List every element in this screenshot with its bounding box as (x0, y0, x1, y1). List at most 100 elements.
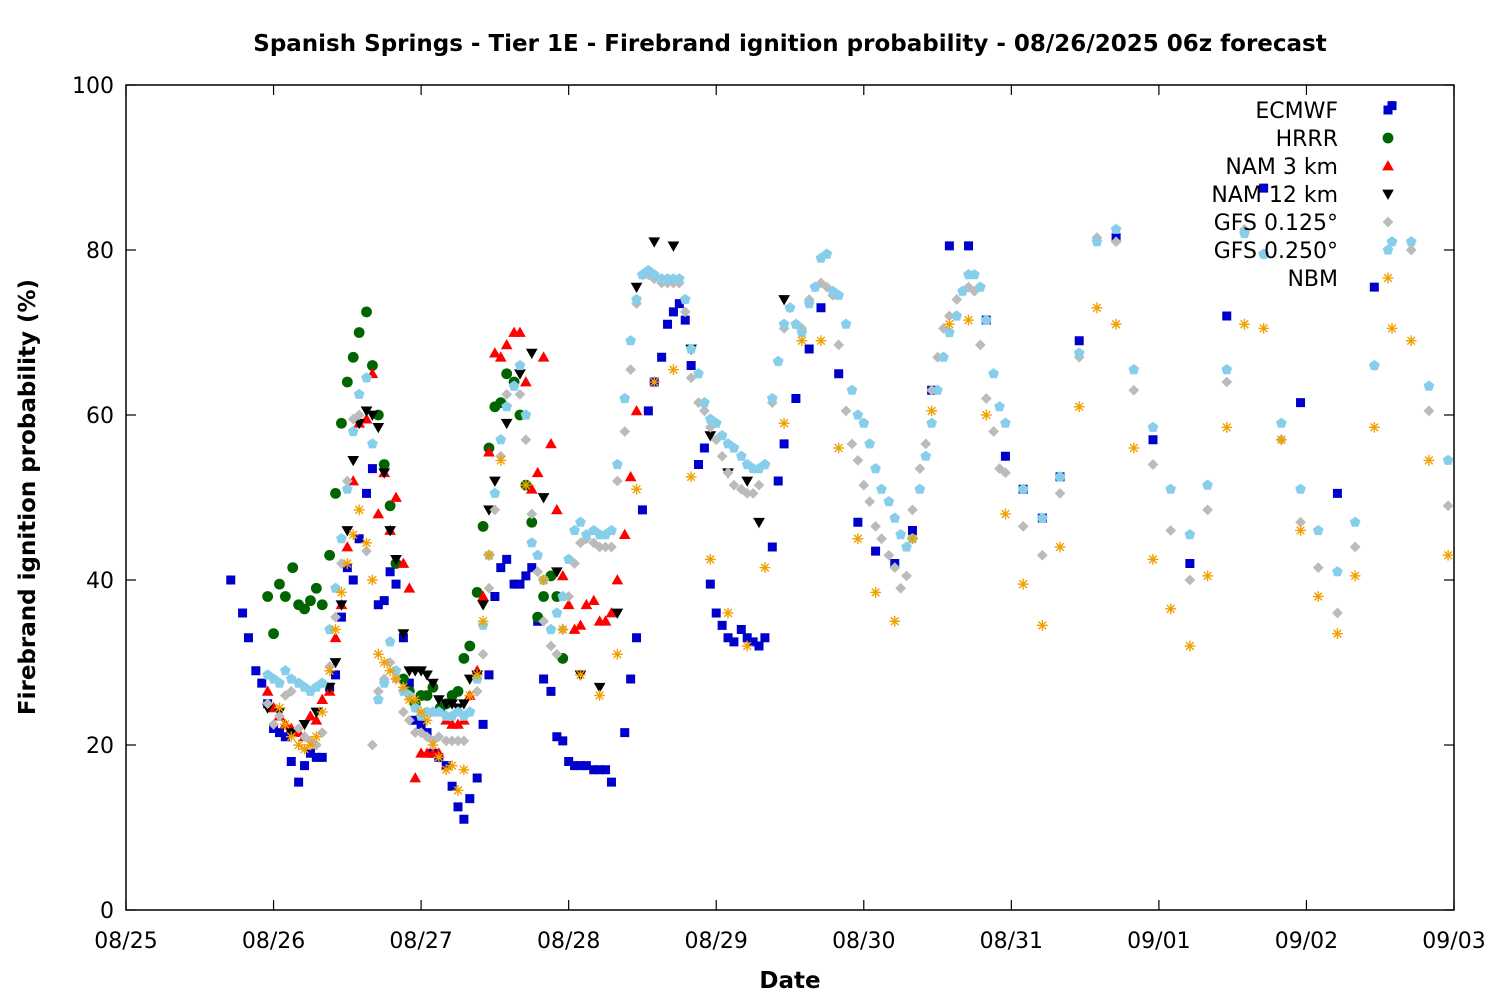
data-point (668, 364, 679, 376)
data-point (501, 368, 513, 380)
data-point (773, 476, 783, 486)
data-point (1386, 322, 1398, 334)
data-point (568, 623, 581, 634)
x-tick-label: 08/25 (94, 929, 157, 954)
data-point (526, 508, 538, 520)
data-point (421, 670, 433, 681)
legend-label: GFS 0.125° (1214, 211, 1338, 236)
data-point (398, 706, 409, 718)
data-point (926, 417, 937, 428)
data-point (397, 629, 410, 640)
data-point (520, 434, 532, 446)
data-point (361, 372, 372, 383)
data-point (348, 575, 358, 585)
data-point (520, 376, 532, 387)
data-point (552, 732, 562, 742)
data-point (427, 739, 439, 751)
data-point (852, 533, 864, 545)
data-point (938, 322, 949, 334)
data-point (459, 814, 469, 824)
x-tick-label: 08/27 (389, 929, 452, 954)
data-point (766, 392, 778, 404)
data-point (1147, 421, 1159, 432)
data-point (367, 739, 378, 751)
data-point (378, 459, 390, 470)
data-point (564, 757, 574, 766)
data-point (489, 504, 501, 516)
data-point (1110, 236, 1122, 248)
data-point (741, 476, 754, 487)
data-point (532, 549, 543, 560)
data-point (310, 731, 322, 743)
data-point (409, 727, 421, 739)
data-point (403, 582, 416, 593)
data-point (261, 685, 274, 696)
data-point (489, 347, 501, 358)
data-point (889, 615, 901, 627)
data-point (478, 719, 488, 729)
data-point (595, 765, 605, 775)
data-point (372, 422, 385, 434)
data-point (268, 718, 279, 730)
data-point (1423, 380, 1435, 391)
x-tick-label: 08/29 (685, 929, 748, 954)
data-point (1110, 223, 1122, 234)
data-point (1369, 359, 1380, 371)
data-point (1349, 541, 1361, 553)
data-point (285, 685, 297, 697)
data-point (514, 388, 526, 400)
data-point (347, 529, 359, 541)
data-point (452, 735, 464, 747)
data-point (1128, 384, 1140, 396)
x-tick-label: 08/30 (832, 929, 895, 954)
data-point (1312, 562, 1324, 574)
data-point (980, 393, 992, 404)
data-point (1000, 467, 1011, 479)
data-point (674, 299, 684, 309)
data-point (378, 468, 391, 479)
data-point (341, 526, 354, 537)
data-point (294, 777, 304, 787)
y-tick-label: 0 (100, 899, 114, 924)
data-point (1073, 347, 1085, 358)
data-point (778, 417, 790, 429)
data-point (587, 594, 600, 606)
data-point (1054, 471, 1066, 482)
data-point (853, 517, 863, 527)
legend-marker (1382, 216, 1394, 228)
data-point (767, 542, 777, 552)
data-point (710, 417, 722, 428)
data-point (299, 603, 310, 615)
data-point (611, 574, 624, 585)
data-point (1239, 227, 1250, 239)
data-point (1148, 435, 1158, 445)
data-point (472, 773, 482, 783)
data-point (594, 541, 606, 553)
data-point (728, 442, 740, 453)
data-point (1259, 183, 1269, 193)
data-point (238, 608, 248, 618)
data-point (735, 483, 747, 495)
data-point (581, 761, 591, 771)
data-point (378, 657, 390, 668)
data-point (331, 670, 341, 680)
data-point (484, 670, 494, 680)
data-point (625, 335, 636, 346)
data-point (790, 318, 802, 329)
data-point (1295, 525, 1306, 536)
data-point (310, 582, 322, 594)
data-point (964, 241, 974, 251)
data-point (870, 520, 881, 532)
data-point (679, 306, 691, 318)
data-point (1000, 451, 1010, 461)
data-point (575, 669, 586, 681)
data-point (1239, 318, 1250, 330)
data-point (384, 657, 396, 668)
series-gfs-0-250- (262, 223, 1454, 721)
data-point (951, 310, 963, 321)
data-point (527, 563, 537, 573)
x-tick-label: 08/31 (980, 929, 1043, 954)
data-point (699, 443, 709, 453)
data-point (618, 528, 631, 540)
